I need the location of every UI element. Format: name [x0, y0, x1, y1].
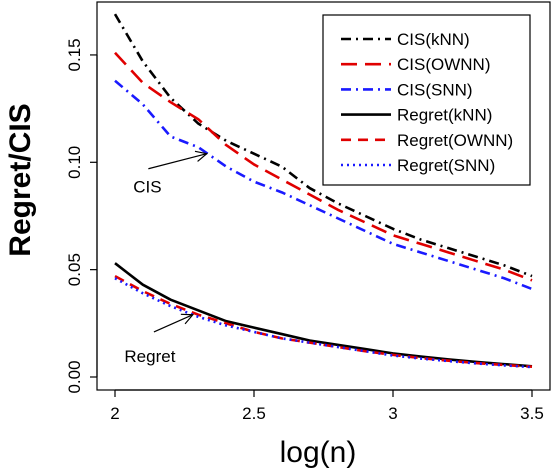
legend-label: Regret(kNN)	[397, 106, 492, 125]
x-tick-label: 2	[110, 404, 119, 423]
annotation-label: CIS	[133, 178, 161, 197]
y-tick-label: 0.00	[65, 360, 84, 393]
series-line-regret-snn	[114, 277, 533, 369]
series-line-cis-knn	[113, 13, 533, 278]
x-axis-label: log(n)	[280, 436, 357, 469]
y-tick-label: 0.15	[65, 38, 84, 71]
annotation-label: Regret	[124, 347, 175, 366]
annotation-arrowhead	[180, 313, 195, 325]
legend-label: CIS(SNN)	[397, 80, 473, 99]
annotation-arrow	[148, 153, 207, 170]
series-line-cis-snn	[114, 79, 533, 291]
y-tick-label: 0.10	[65, 146, 84, 179]
legend-label: CIS(kNN)	[397, 30, 470, 49]
annotation-arrow	[153, 314, 194, 333]
x-tick-label: 2.5	[242, 404, 266, 423]
legend-label: Regret(OWNN)	[397, 131, 513, 150]
x-tick-label: 3.5	[520, 404, 544, 423]
y-tick-label: 0.05	[65, 253, 84, 286]
y-axis-label: Regret/CIS	[4, 103, 37, 256]
x-tick-label: 3	[388, 404, 397, 423]
series-line-cis-ownn	[114, 51, 533, 282]
annotation-arrowhead	[194, 150, 209, 162]
legend-label: CIS(OWNN)	[397, 55, 490, 74]
series-line-regret-knn	[114, 262, 533, 368]
legend-box	[322, 14, 531, 186]
legend-label: Regret(SNN)	[397, 156, 495, 175]
